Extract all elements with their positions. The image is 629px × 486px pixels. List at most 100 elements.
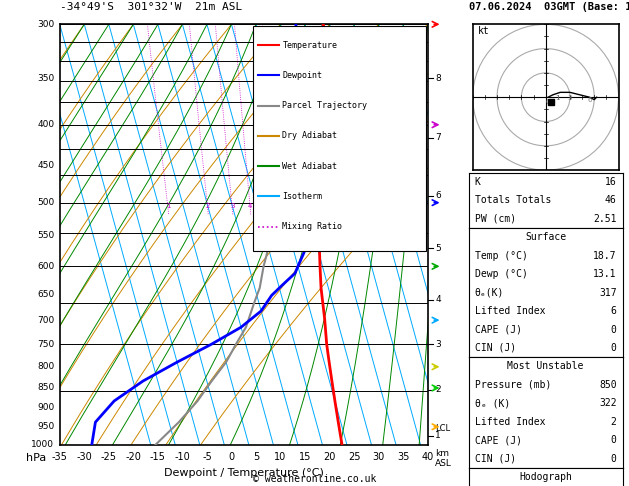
Text: 6: 6 xyxy=(587,97,592,103)
Text: CIN (J): CIN (J) xyxy=(475,454,516,464)
Text: 2: 2 xyxy=(206,203,210,208)
Text: 5: 5 xyxy=(435,244,441,253)
Text: 2: 2 xyxy=(435,385,441,395)
Text: 2.51: 2.51 xyxy=(593,214,616,224)
Text: Dewp (°C): Dewp (°C) xyxy=(475,269,528,279)
Text: Dewpoint / Temperature (°C): Dewpoint / Temperature (°C) xyxy=(164,468,324,478)
Text: Temperature: Temperature xyxy=(282,41,337,50)
Text: 317: 317 xyxy=(599,288,616,297)
Text: -30: -30 xyxy=(76,451,92,462)
Text: 1: 1 xyxy=(166,203,170,208)
Text: 350: 350 xyxy=(37,73,54,83)
Text: Totals Totals: Totals Totals xyxy=(475,195,551,205)
Text: 20: 20 xyxy=(357,203,366,208)
Text: 1000: 1000 xyxy=(31,440,54,449)
Text: © weatheronline.co.uk: © weatheronline.co.uk xyxy=(253,473,376,484)
Text: 16: 16 xyxy=(605,177,616,187)
Text: Pressure (mb): Pressure (mb) xyxy=(475,380,551,390)
Text: 550: 550 xyxy=(37,231,54,241)
Text: 8: 8 xyxy=(435,73,441,83)
Text: CIN (J): CIN (J) xyxy=(475,343,516,353)
Text: 13.1: 13.1 xyxy=(593,269,616,279)
Text: 1: 1 xyxy=(435,432,441,440)
Text: -34°49'S  301°32'W  21m ASL: -34°49'S 301°32'W 21m ASL xyxy=(60,2,242,12)
Text: 15: 15 xyxy=(299,451,311,462)
Text: 5: 5 xyxy=(253,451,259,462)
Text: 0: 0 xyxy=(546,100,550,105)
Text: 450: 450 xyxy=(37,161,54,171)
Text: 20: 20 xyxy=(323,451,336,462)
Text: Isotherm: Isotherm xyxy=(282,192,323,201)
Text: K: K xyxy=(475,177,481,187)
Text: 650: 650 xyxy=(37,290,54,299)
Text: 10: 10 xyxy=(274,451,287,462)
Text: Parcel Trajectory: Parcel Trajectory xyxy=(282,101,367,110)
Text: 850: 850 xyxy=(37,383,54,392)
Text: 6: 6 xyxy=(435,191,441,200)
Text: Temp (°C): Temp (°C) xyxy=(475,251,528,260)
Text: 15: 15 xyxy=(336,203,345,208)
Text: 10: 10 xyxy=(307,203,316,208)
Text: 30: 30 xyxy=(372,451,385,462)
Text: 8: 8 xyxy=(294,203,298,208)
Text: 0: 0 xyxy=(611,343,616,353)
Text: Dry Adiabat: Dry Adiabat xyxy=(282,131,337,140)
Text: 07.06.2024  03GMT (Base: 18): 07.06.2024 03GMT (Base: 18) xyxy=(469,2,629,12)
Text: 500: 500 xyxy=(37,198,54,207)
Text: Mixing Ratio (g/kg): Mixing Ratio (g/kg) xyxy=(476,191,484,278)
Text: 25: 25 xyxy=(374,203,382,208)
Text: θₑ(K): θₑ(K) xyxy=(475,288,504,297)
Text: -15: -15 xyxy=(150,451,166,462)
Text: 0: 0 xyxy=(611,325,616,334)
Text: CAPE (J): CAPE (J) xyxy=(475,435,522,445)
Text: 600: 600 xyxy=(37,262,54,271)
Text: 0: 0 xyxy=(611,435,616,445)
Text: Surface: Surface xyxy=(525,232,566,242)
Text: 7: 7 xyxy=(435,133,441,142)
Text: 18.7: 18.7 xyxy=(593,251,616,260)
Text: Lifted Index: Lifted Index xyxy=(475,417,545,427)
Text: 35: 35 xyxy=(397,451,409,462)
Text: Hodograph: Hodograph xyxy=(519,472,572,482)
Text: Most Unstable: Most Unstable xyxy=(508,362,584,371)
Text: 400: 400 xyxy=(37,120,54,129)
Text: 3: 3 xyxy=(435,340,441,349)
Text: 40: 40 xyxy=(421,451,434,462)
Text: hPa: hPa xyxy=(26,453,46,463)
Text: 6: 6 xyxy=(274,203,279,208)
Text: 322: 322 xyxy=(599,399,616,408)
Text: 900: 900 xyxy=(37,403,54,413)
Text: -5: -5 xyxy=(202,451,212,462)
Text: 25: 25 xyxy=(348,451,360,462)
Text: 300: 300 xyxy=(37,20,54,29)
Text: LCL: LCL xyxy=(435,424,450,433)
Text: Wet Adiabat: Wet Adiabat xyxy=(282,162,337,171)
Text: 800: 800 xyxy=(37,362,54,371)
Text: -25: -25 xyxy=(101,451,117,462)
Text: 4: 4 xyxy=(248,203,252,208)
Text: 950: 950 xyxy=(37,422,54,431)
Text: CAPE (J): CAPE (J) xyxy=(475,325,522,334)
Text: Lifted Index: Lifted Index xyxy=(475,306,545,316)
Text: 850: 850 xyxy=(599,380,616,390)
Text: 1: 1 xyxy=(555,95,560,101)
Text: kt: kt xyxy=(477,26,489,36)
Text: Dewpoint: Dewpoint xyxy=(282,71,323,80)
Text: 750: 750 xyxy=(37,340,54,349)
Text: 3: 3 xyxy=(230,203,235,208)
Text: 2: 2 xyxy=(611,417,616,427)
Text: km
ASL: km ASL xyxy=(435,449,452,469)
Text: 4: 4 xyxy=(435,295,441,304)
Text: -35: -35 xyxy=(52,451,68,462)
FancyBboxPatch shape xyxy=(253,26,426,251)
Text: PW (cm): PW (cm) xyxy=(475,214,516,224)
Text: -10: -10 xyxy=(174,451,191,462)
Text: 0: 0 xyxy=(228,451,235,462)
Text: 0: 0 xyxy=(611,454,616,464)
Text: 46: 46 xyxy=(605,195,616,205)
Text: 6: 6 xyxy=(611,306,616,316)
Text: -20: -20 xyxy=(125,451,142,462)
Text: Mixing Ratio: Mixing Ratio xyxy=(282,222,342,231)
Text: 700: 700 xyxy=(37,315,54,325)
Text: 3: 3 xyxy=(568,95,572,101)
